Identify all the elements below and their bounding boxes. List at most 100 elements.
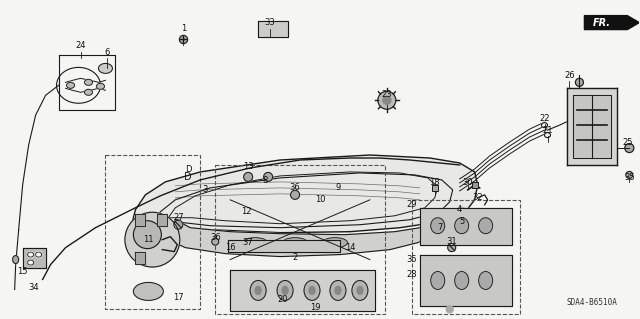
Polygon shape xyxy=(258,21,288,37)
Text: FR.: FR. xyxy=(593,18,611,28)
Ellipse shape xyxy=(28,260,33,265)
Ellipse shape xyxy=(383,96,391,104)
Ellipse shape xyxy=(454,218,468,234)
Ellipse shape xyxy=(174,220,183,229)
Text: SDA4-B6510A: SDA4-B6510A xyxy=(566,298,618,307)
Text: 15: 15 xyxy=(17,267,28,276)
Ellipse shape xyxy=(277,280,293,300)
Ellipse shape xyxy=(99,63,113,73)
Text: D: D xyxy=(184,172,192,182)
Polygon shape xyxy=(228,240,340,252)
Ellipse shape xyxy=(541,123,547,128)
Ellipse shape xyxy=(545,133,550,137)
Ellipse shape xyxy=(97,83,104,89)
Text: 8: 8 xyxy=(262,176,268,185)
Ellipse shape xyxy=(575,78,584,86)
Text: 20: 20 xyxy=(278,295,289,304)
Text: 5: 5 xyxy=(459,217,464,226)
Text: 16: 16 xyxy=(225,243,236,252)
Ellipse shape xyxy=(13,256,19,263)
Polygon shape xyxy=(230,270,375,311)
Text: 28: 28 xyxy=(406,270,417,279)
Polygon shape xyxy=(420,255,511,306)
Text: 1: 1 xyxy=(180,24,186,33)
Polygon shape xyxy=(136,252,145,263)
Ellipse shape xyxy=(28,252,34,257)
Text: 36: 36 xyxy=(210,233,221,242)
Ellipse shape xyxy=(133,282,163,300)
Ellipse shape xyxy=(309,286,315,294)
Text: 3: 3 xyxy=(203,185,208,194)
Text: D: D xyxy=(185,166,191,174)
Polygon shape xyxy=(157,214,167,226)
Polygon shape xyxy=(573,95,611,158)
Text: 2: 2 xyxy=(292,253,298,262)
Ellipse shape xyxy=(304,280,320,300)
Text: 7: 7 xyxy=(437,223,442,232)
Text: 35: 35 xyxy=(406,255,417,264)
Polygon shape xyxy=(568,88,618,165)
Ellipse shape xyxy=(282,286,288,294)
Ellipse shape xyxy=(352,280,368,300)
Text: 32: 32 xyxy=(472,193,483,202)
Ellipse shape xyxy=(431,218,445,234)
Polygon shape xyxy=(584,16,639,30)
Ellipse shape xyxy=(133,221,161,249)
Ellipse shape xyxy=(446,306,453,313)
Text: 26: 26 xyxy=(564,71,575,80)
Text: 24: 24 xyxy=(76,41,86,50)
Ellipse shape xyxy=(378,91,396,109)
Ellipse shape xyxy=(625,144,634,152)
Ellipse shape xyxy=(283,238,308,248)
Polygon shape xyxy=(168,220,435,256)
Ellipse shape xyxy=(458,215,465,220)
Ellipse shape xyxy=(626,171,633,178)
Text: 9: 9 xyxy=(335,183,340,192)
Text: 27: 27 xyxy=(173,213,184,222)
Text: 29: 29 xyxy=(406,200,417,209)
Text: 37: 37 xyxy=(243,238,253,247)
Ellipse shape xyxy=(479,218,493,234)
Ellipse shape xyxy=(125,212,180,267)
Ellipse shape xyxy=(67,82,74,88)
Text: 14: 14 xyxy=(345,243,355,252)
Text: 4: 4 xyxy=(457,205,462,214)
Ellipse shape xyxy=(244,243,251,250)
Text: 36: 36 xyxy=(290,183,300,192)
Text: 25: 25 xyxy=(622,137,632,146)
Ellipse shape xyxy=(357,286,363,294)
Ellipse shape xyxy=(244,173,253,182)
Text: 21: 21 xyxy=(542,126,553,135)
Polygon shape xyxy=(131,155,477,233)
Ellipse shape xyxy=(330,280,346,300)
Text: 12: 12 xyxy=(241,207,252,216)
Ellipse shape xyxy=(291,190,300,199)
Ellipse shape xyxy=(212,238,219,245)
Ellipse shape xyxy=(335,286,341,294)
Ellipse shape xyxy=(431,271,445,289)
Ellipse shape xyxy=(250,280,266,300)
Text: 19: 19 xyxy=(310,303,320,312)
Ellipse shape xyxy=(479,271,493,289)
Polygon shape xyxy=(22,248,45,268)
Text: 11: 11 xyxy=(143,235,154,244)
Ellipse shape xyxy=(84,79,93,85)
Ellipse shape xyxy=(36,252,42,257)
Text: 35: 35 xyxy=(624,174,635,182)
Text: 33: 33 xyxy=(265,18,275,27)
Ellipse shape xyxy=(323,238,348,248)
Ellipse shape xyxy=(454,271,468,289)
Text: 23: 23 xyxy=(381,90,392,99)
Text: 18: 18 xyxy=(429,178,440,187)
Text: 22: 22 xyxy=(540,114,550,123)
Ellipse shape xyxy=(448,244,456,252)
Text: 6: 6 xyxy=(105,48,110,57)
Text: 10: 10 xyxy=(315,195,325,204)
Text: 31: 31 xyxy=(447,237,457,246)
Ellipse shape xyxy=(264,173,273,182)
Ellipse shape xyxy=(84,89,93,95)
Text: 34: 34 xyxy=(28,283,39,292)
Text: 30: 30 xyxy=(462,178,473,187)
Polygon shape xyxy=(136,214,145,226)
Polygon shape xyxy=(420,208,511,245)
